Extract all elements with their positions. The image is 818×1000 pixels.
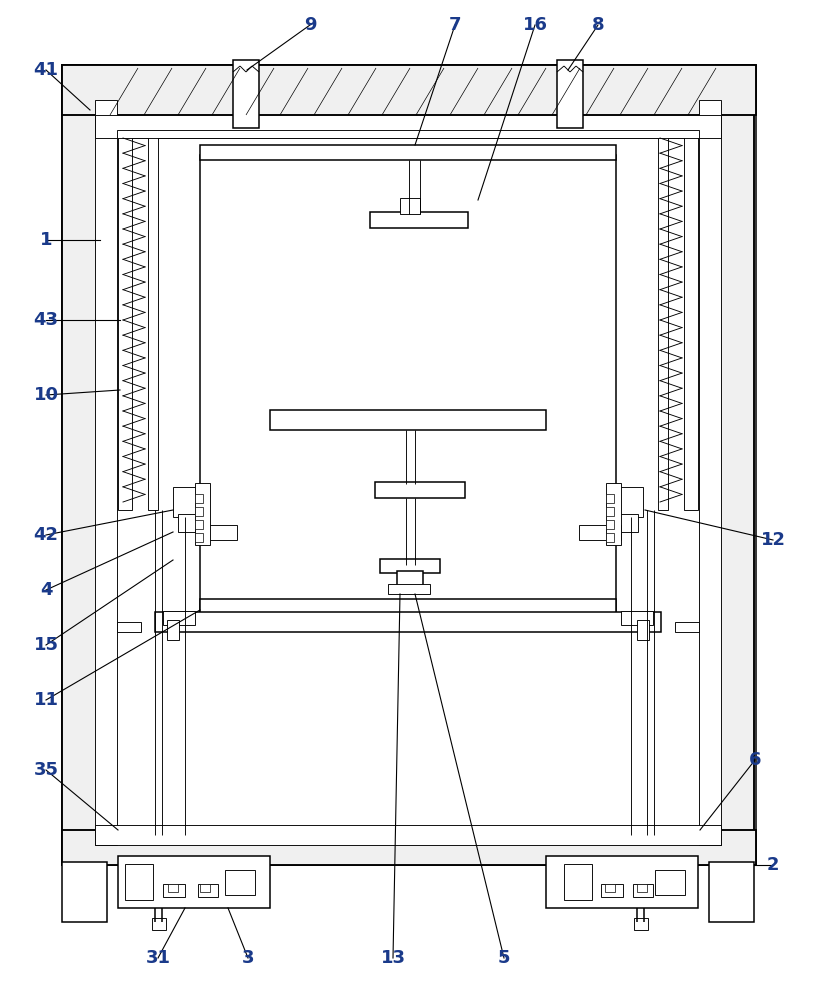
Bar bbox=[198, 884, 218, 897]
Bar bbox=[195, 533, 203, 542]
Bar bbox=[148, 135, 158, 510]
Bar bbox=[167, 620, 179, 640]
Bar bbox=[118, 135, 132, 510]
Text: 43: 43 bbox=[34, 311, 59, 329]
Bar bbox=[633, 884, 653, 897]
Text: 8: 8 bbox=[591, 16, 605, 34]
Bar bbox=[621, 611, 653, 625]
Text: 35: 35 bbox=[34, 761, 59, 779]
Bar bbox=[606, 533, 614, 542]
Bar bbox=[637, 620, 649, 640]
Bar bbox=[62, 65, 756, 115]
Bar bbox=[380, 559, 440, 573]
Bar bbox=[606, 494, 614, 503]
Bar bbox=[716, 65, 754, 865]
Bar bbox=[557, 60, 583, 128]
Text: 16: 16 bbox=[523, 16, 547, 34]
Bar bbox=[62, 65, 100, 865]
Bar bbox=[601, 884, 623, 897]
Text: 2: 2 bbox=[766, 856, 780, 874]
Bar bbox=[564, 864, 592, 900]
Bar bbox=[118, 856, 270, 908]
Text: 11: 11 bbox=[34, 691, 59, 709]
Bar bbox=[225, 870, 255, 895]
Bar bbox=[95, 825, 721, 845]
Text: 3: 3 bbox=[242, 949, 254, 967]
Bar bbox=[62, 862, 107, 922]
Bar bbox=[620, 514, 638, 532]
Bar bbox=[125, 864, 153, 900]
Bar bbox=[370, 212, 468, 228]
Bar bbox=[618, 487, 643, 517]
Text: 1: 1 bbox=[40, 231, 52, 249]
Bar bbox=[709, 862, 754, 922]
Bar bbox=[200, 145, 616, 160]
Bar bbox=[200, 155, 616, 615]
Bar bbox=[388, 584, 430, 594]
Bar bbox=[62, 65, 756, 865]
Bar bbox=[195, 525, 237, 540]
Bar bbox=[637, 884, 647, 892]
Bar bbox=[699, 100, 721, 845]
Bar bbox=[605, 884, 615, 892]
Bar bbox=[163, 611, 195, 625]
Text: 9: 9 bbox=[303, 16, 317, 34]
Bar bbox=[62, 830, 756, 865]
Text: 5: 5 bbox=[497, 949, 510, 967]
Bar bbox=[233, 60, 259, 128]
Bar bbox=[400, 198, 420, 214]
Bar bbox=[117, 622, 141, 632]
Text: 15: 15 bbox=[34, 636, 59, 654]
Text: 12: 12 bbox=[761, 531, 785, 549]
Bar bbox=[675, 622, 699, 632]
Bar bbox=[195, 520, 203, 529]
Bar bbox=[95, 100, 117, 845]
Bar bbox=[168, 884, 178, 892]
Bar bbox=[95, 115, 721, 138]
Bar bbox=[62, 65, 100, 865]
Bar bbox=[152, 918, 166, 930]
Text: 42: 42 bbox=[34, 526, 59, 544]
Text: 41: 41 bbox=[34, 61, 59, 79]
Bar bbox=[270, 410, 546, 430]
Bar bbox=[62, 830, 756, 865]
Bar bbox=[195, 494, 203, 503]
Text: 10: 10 bbox=[34, 386, 59, 404]
Bar bbox=[606, 507, 614, 516]
Text: 13: 13 bbox=[380, 949, 406, 967]
Bar bbox=[375, 482, 465, 498]
Bar bbox=[155, 612, 661, 632]
Bar bbox=[117, 130, 699, 138]
Bar bbox=[397, 571, 423, 587]
Bar bbox=[716, 65, 754, 865]
Bar bbox=[606, 483, 621, 545]
Text: 7: 7 bbox=[449, 16, 461, 34]
Bar bbox=[195, 483, 210, 545]
Bar bbox=[579, 525, 621, 540]
Text: 6: 6 bbox=[748, 751, 762, 769]
Bar bbox=[546, 856, 698, 908]
Bar bbox=[178, 514, 196, 532]
Bar bbox=[684, 135, 698, 510]
Bar bbox=[634, 918, 648, 930]
Bar bbox=[606, 520, 614, 529]
Text: 4: 4 bbox=[40, 581, 52, 599]
Bar bbox=[173, 487, 198, 517]
Text: 31: 31 bbox=[146, 949, 170, 967]
Bar bbox=[163, 884, 185, 897]
Bar bbox=[195, 507, 203, 516]
Bar bbox=[200, 599, 616, 615]
Bar bbox=[62, 65, 756, 115]
Bar bbox=[655, 870, 685, 895]
Bar bbox=[200, 884, 210, 892]
Bar bbox=[658, 135, 668, 510]
